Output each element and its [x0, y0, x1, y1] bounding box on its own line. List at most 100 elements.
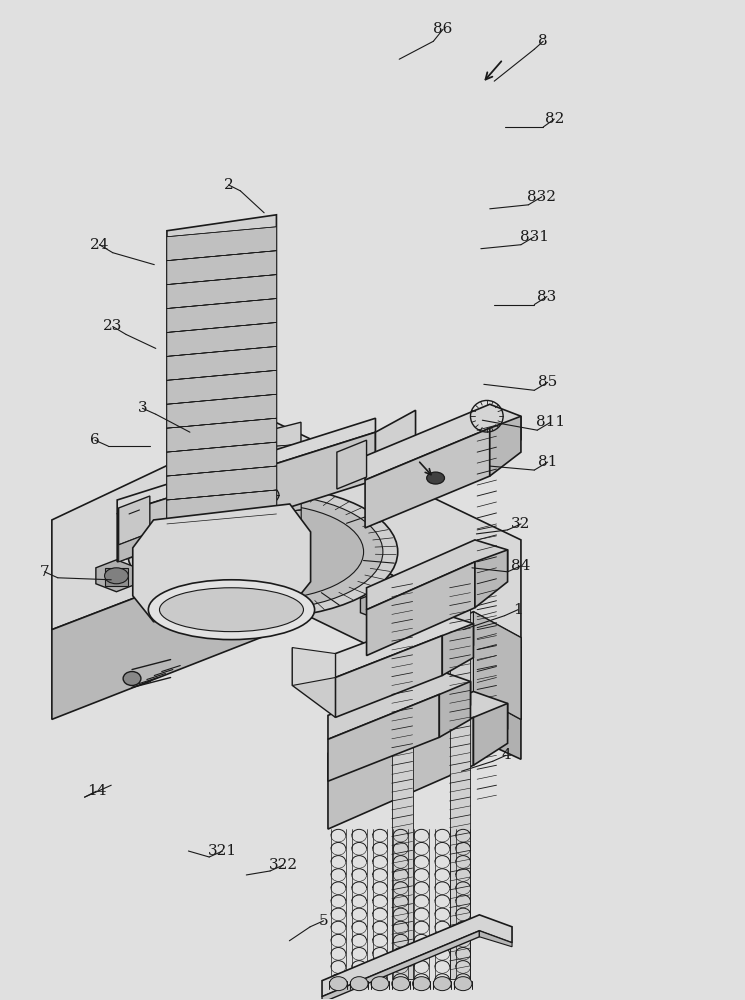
- Text: 85: 85: [538, 375, 557, 389]
- Text: 81: 81: [538, 455, 557, 469]
- Text: 1: 1: [513, 603, 523, 617]
- Text: 7: 7: [39, 565, 49, 579]
- Polygon shape: [367, 540, 507, 610]
- Text: 24: 24: [89, 238, 109, 252]
- Ellipse shape: [329, 977, 347, 991]
- Text: 4: 4: [501, 748, 511, 762]
- Text: 322: 322: [269, 858, 298, 872]
- Polygon shape: [118, 533, 150, 562]
- Polygon shape: [402, 697, 465, 739]
- Polygon shape: [104, 568, 128, 586]
- Polygon shape: [292, 648, 335, 685]
- Polygon shape: [489, 416, 521, 476]
- Polygon shape: [443, 624, 473, 676]
- Polygon shape: [473, 703, 507, 765]
- Polygon shape: [375, 410, 416, 480]
- Polygon shape: [167, 251, 276, 285]
- Polygon shape: [117, 418, 375, 514]
- Polygon shape: [167, 275, 276, 309]
- Ellipse shape: [123, 672, 141, 685]
- Polygon shape: [52, 418, 521, 648]
- Ellipse shape: [413, 977, 431, 991]
- Polygon shape: [393, 612, 521, 719]
- Polygon shape: [167, 442, 276, 476]
- Polygon shape: [117, 432, 375, 562]
- Polygon shape: [52, 530, 311, 719]
- Ellipse shape: [148, 580, 314, 640]
- Polygon shape: [367, 562, 475, 656]
- Polygon shape: [328, 691, 507, 779]
- Polygon shape: [337, 440, 367, 489]
- Polygon shape: [440, 681, 471, 737]
- Polygon shape: [199, 576, 301, 606]
- Polygon shape: [199, 422, 301, 610]
- Polygon shape: [167, 322, 276, 356]
- Polygon shape: [292, 648, 335, 717]
- Polygon shape: [475, 550, 507, 608]
- Polygon shape: [199, 444, 301, 474]
- Polygon shape: [328, 694, 440, 781]
- Ellipse shape: [142, 494, 383, 610]
- Text: 6: 6: [90, 433, 100, 447]
- Polygon shape: [167, 490, 276, 524]
- Text: 82: 82: [545, 112, 564, 126]
- Polygon shape: [322, 931, 479, 1000]
- Polygon shape: [133, 504, 311, 622]
- Ellipse shape: [104, 568, 128, 584]
- Ellipse shape: [162, 504, 364, 600]
- Text: 831: 831: [520, 230, 549, 244]
- Text: 84: 84: [511, 559, 530, 573]
- Text: 5: 5: [319, 914, 329, 928]
- Polygon shape: [473, 612, 521, 719]
- Polygon shape: [402, 632, 465, 678]
- Polygon shape: [322, 915, 512, 997]
- Text: 832: 832: [527, 190, 557, 204]
- Polygon shape: [335, 636, 443, 717]
- Polygon shape: [118, 496, 150, 545]
- Polygon shape: [167, 466, 276, 500]
- Text: 811: 811: [536, 415, 565, 429]
- Polygon shape: [328, 717, 473, 829]
- Text: 14: 14: [86, 784, 106, 798]
- Ellipse shape: [368, 599, 389, 613]
- Polygon shape: [167, 370, 276, 404]
- Text: 8: 8: [539, 34, 548, 48]
- Polygon shape: [479, 931, 512, 947]
- Text: 86: 86: [434, 22, 453, 36]
- Text: 83: 83: [537, 290, 557, 304]
- Polygon shape: [167, 215, 276, 520]
- Ellipse shape: [159, 588, 303, 632]
- Polygon shape: [167, 299, 276, 332]
- Polygon shape: [365, 404, 521, 480]
- Text: 23: 23: [103, 319, 122, 333]
- Polygon shape: [392, 588, 413, 979]
- Polygon shape: [393, 693, 521, 761]
- Polygon shape: [199, 598, 301, 628]
- Ellipse shape: [392, 977, 410, 991]
- Polygon shape: [311, 530, 521, 719]
- Polygon shape: [167, 227, 276, 261]
- Polygon shape: [199, 488, 301, 518]
- Polygon shape: [365, 428, 489, 528]
- Text: 2: 2: [224, 178, 233, 192]
- Polygon shape: [335, 614, 473, 678]
- Ellipse shape: [434, 977, 451, 991]
- Ellipse shape: [427, 472, 445, 484]
- Polygon shape: [199, 466, 301, 496]
- Text: 3: 3: [138, 401, 148, 415]
- Polygon shape: [167, 346, 276, 380]
- Text: 321: 321: [208, 844, 237, 858]
- Polygon shape: [199, 554, 301, 584]
- Ellipse shape: [371, 977, 389, 991]
- Text: 32: 32: [511, 517, 530, 531]
- Ellipse shape: [127, 486, 398, 618]
- Polygon shape: [450, 588, 471, 979]
- Polygon shape: [167, 418, 276, 452]
- Polygon shape: [167, 394, 276, 428]
- Polygon shape: [96, 560, 137, 592]
- Polygon shape: [199, 510, 301, 540]
- Polygon shape: [361, 592, 396, 620]
- Ellipse shape: [454, 977, 472, 991]
- Ellipse shape: [350, 977, 368, 991]
- Polygon shape: [328, 671, 471, 739]
